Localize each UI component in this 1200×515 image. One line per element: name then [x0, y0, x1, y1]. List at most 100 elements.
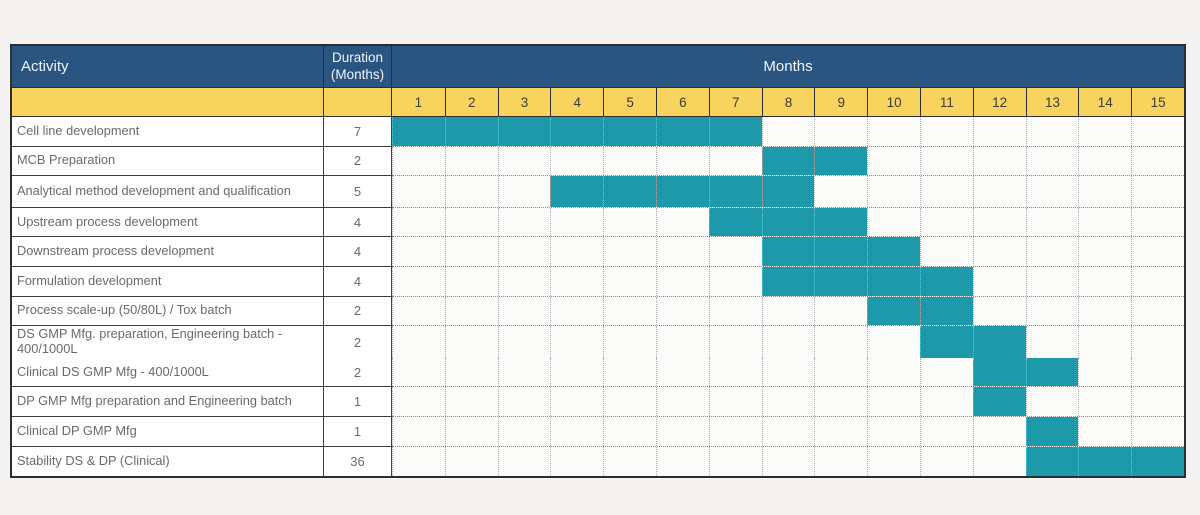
duration-value: 1	[324, 416, 392, 447]
timeline-cell	[655, 117, 709, 146]
gantt-bar	[1025, 416, 1079, 446]
timeline-cell	[550, 387, 603, 416]
timeline-cell	[919, 326, 973, 358]
timeline-cell	[392, 117, 445, 146]
timeline-cell	[1131, 446, 1184, 477]
duration-value: 4	[324, 237, 392, 267]
timeline-cell	[867, 416, 920, 446]
timeline-cell	[603, 416, 656, 446]
timeline-cell	[761, 446, 815, 477]
timeline-cell	[708, 176, 762, 207]
activity-column-header: Activity	[12, 46, 324, 87]
timeline-cell	[655, 416, 709, 446]
timeline-cell	[972, 237, 1026, 266]
table-row: Clinical DP GMP Mfg 1	[12, 416, 1184, 447]
timeline-cell	[1078, 326, 1131, 358]
duration-value: 2	[324, 357, 392, 388]
timeline-cell	[708, 326, 762, 358]
timeline-cell	[708, 357, 762, 387]
timeline-cell	[1078, 207, 1131, 237]
timeline-cell	[444, 416, 498, 446]
timeline-cell	[1131, 207, 1184, 237]
month-number: 15	[1131, 88, 1184, 116]
timeline-cell	[708, 387, 762, 416]
table-row: DS GMP Mfg. preparation, Engineering bat…	[12, 326, 1184, 359]
timeline-cell	[392, 176, 445, 207]
month-number: 5	[603, 88, 656, 116]
timeline-cell	[1078, 176, 1131, 207]
timeline-cell	[919, 176, 973, 207]
timeline-cell	[814, 117, 867, 146]
timeline-cell	[603, 357, 656, 387]
month-number-cells: 1 2 3 4 5 6 7 8 9 10 11 12 13 14 15	[392, 88, 1184, 116]
timeline-cell	[655, 387, 709, 416]
timeline-cell	[972, 387, 1026, 416]
timeline-cell	[1131, 176, 1184, 207]
timeline-cell	[1131, 117, 1184, 146]
timeline-cell	[919, 266, 973, 296]
timeline-cell	[708, 237, 762, 266]
timeline-cell	[603, 146, 656, 176]
timeline-cell	[550, 416, 603, 446]
duration-value: 2	[324, 296, 392, 327]
timeline-cell	[497, 357, 551, 387]
month-number: 11	[919, 88, 973, 116]
month-number: 3	[497, 88, 551, 116]
timeline-cell	[550, 266, 603, 296]
timeline-cell	[392, 326, 445, 358]
timeline-cell	[708, 296, 762, 326]
table-row: MCB Preparation 2	[12, 146, 1184, 177]
timeline-cell	[1131, 266, 1184, 296]
month-numbers-row: 1 2 3 4 5 6 7 8 9 10 11 12 13 14 15	[12, 87, 1184, 117]
timeline-cell	[972, 357, 1026, 387]
duration-value: 5	[324, 176, 392, 208]
activity-label: Stability DS & DP (Clinical)	[12, 446, 324, 477]
table-row: Downstream process development 4	[12, 237, 1184, 267]
timeline-cell	[655, 357, 709, 387]
gantt-bar	[919, 326, 1026, 358]
activity-label: Clinical DS GMP Mfg - 400/1000L	[12, 357, 324, 388]
timeline-cell	[708, 446, 762, 477]
timeline-cell	[761, 176, 815, 207]
timeline-cell	[1025, 357, 1079, 387]
timeline-cell	[444, 296, 498, 326]
timeline-cell	[392, 207, 445, 237]
activity-label: DP GMP Mfg preparation and Engineering b…	[12, 387, 324, 417]
timeline-cell	[761, 207, 815, 237]
timeline-cell	[919, 146, 973, 176]
activity-label: DS GMP Mfg. preparation, Engineering bat…	[12, 326, 324, 359]
timeline-cell	[1131, 416, 1184, 446]
timeline-cell	[1078, 296, 1131, 326]
timeline-cell	[1078, 446, 1131, 477]
duration-value: 2	[324, 326, 392, 359]
timeline-cell	[392, 266, 445, 296]
timeline-cell	[603, 237, 656, 266]
timeline-cell	[867, 357, 920, 387]
timeline-cell	[867, 387, 920, 416]
month-row-activity-spacer	[12, 88, 324, 116]
timeline-cell	[1078, 117, 1131, 146]
month-number: 13	[1025, 88, 1079, 116]
timeline-cell	[814, 296, 867, 326]
timeline-cell	[603, 266, 656, 296]
timeline-cell	[919, 357, 973, 387]
timeline-strip	[392, 296, 1184, 327]
timeline-cell	[867, 237, 920, 266]
timeline-cell	[603, 446, 656, 477]
duration-value: 7	[324, 117, 392, 147]
timeline-cell	[814, 387, 867, 416]
activity-label: Process scale-up (50/80L) / Tox batch	[12, 296, 324, 327]
timeline-cell	[497, 207, 551, 237]
timeline-cell	[1025, 146, 1079, 176]
timeline-cell	[1131, 326, 1184, 358]
timeline-strip	[392, 176, 1184, 208]
month-number: 2	[444, 88, 498, 116]
timeline-cell	[814, 237, 867, 266]
timeline-cell	[761, 296, 815, 326]
timeline-cell	[497, 266, 551, 296]
timeline-cell	[603, 326, 656, 358]
timeline-cell	[1078, 387, 1131, 416]
timeline-cell	[392, 237, 445, 266]
timeline-cell	[814, 326, 867, 358]
